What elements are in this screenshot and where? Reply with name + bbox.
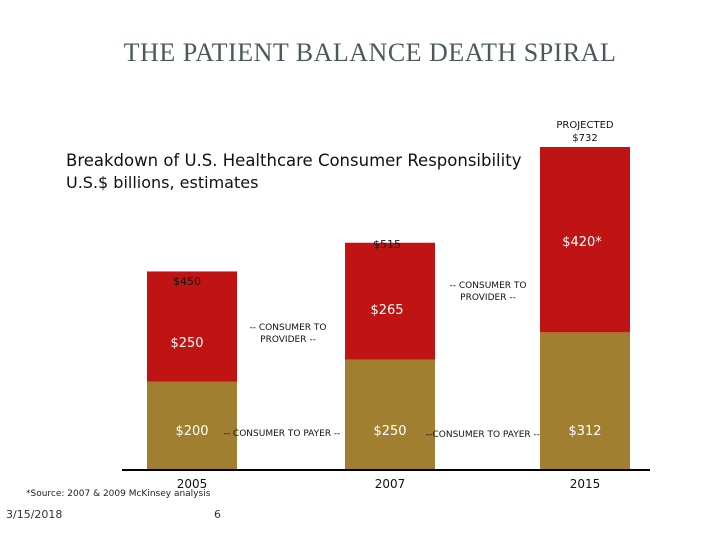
bar-2007-provider <box>345 242 435 360</box>
chart-subtitle: Breakdown of U.S. Healthcare Consumer Re… <box>66 150 521 194</box>
source-note: *Source: 2007 & 2009 McKinsey analysis <box>26 489 211 499</box>
total-label-2007: $515 <box>373 238 401 251</box>
value-label-provider-2015: $420* <box>562 235 602 250</box>
page-number: 6 <box>214 508 221 521</box>
bar-2005-provider <box>147 271 237 382</box>
total-label-2015-line1: PROJECTED <box>556 120 614 131</box>
annotation-payer-2: --CONSUMER TO PAYER -- <box>426 430 540 440</box>
annotation-provider-2-line2: PROVIDER -- <box>460 293 516 303</box>
annotation-provider-1-line1: -- CONSUMER TO <box>250 323 327 333</box>
subtitle-line-1: Breakdown of U.S. Healthcare Consumer Re… <box>66 151 522 170</box>
page-title: THE PATIENT BALANCE DEATH SPIRAL <box>123 38 617 67</box>
x-tick-label-2005: 2005 <box>177 477 208 491</box>
annotation-provider-2-line1: -- CONSUMER TO <box>450 281 527 291</box>
total-label-2005: $450 <box>173 275 201 288</box>
subtitle-line-2: U.S.$ billions, estimates <box>66 173 259 192</box>
bar-2015-provider <box>540 147 630 333</box>
date-label: 3/15/2018 <box>6 508 63 521</box>
value-label-payer-2005: $200 <box>175 424 208 439</box>
bar-2015-payer <box>540 332 630 470</box>
total-label-2015-line2: $732 <box>572 133 597 144</box>
value-label-provider-2005: $250 <box>170 336 203 351</box>
value-label-payer-2007: $250 <box>373 424 406 439</box>
bar-2005-payer <box>147 381 237 470</box>
value-label-payer-2015: $312 <box>568 424 601 439</box>
bar-2007-payer <box>345 359 435 470</box>
value-label-provider-2007: $265 <box>370 303 403 318</box>
x-tick-label-2007: 2007 <box>375 477 406 491</box>
x-tick-label-2015: 2015 <box>570 477 601 491</box>
annotation-payer-1: -- CONSUMER TO PAYER -- <box>224 429 341 439</box>
annotation-provider-1-line2: PROVIDER -- <box>260 335 316 345</box>
